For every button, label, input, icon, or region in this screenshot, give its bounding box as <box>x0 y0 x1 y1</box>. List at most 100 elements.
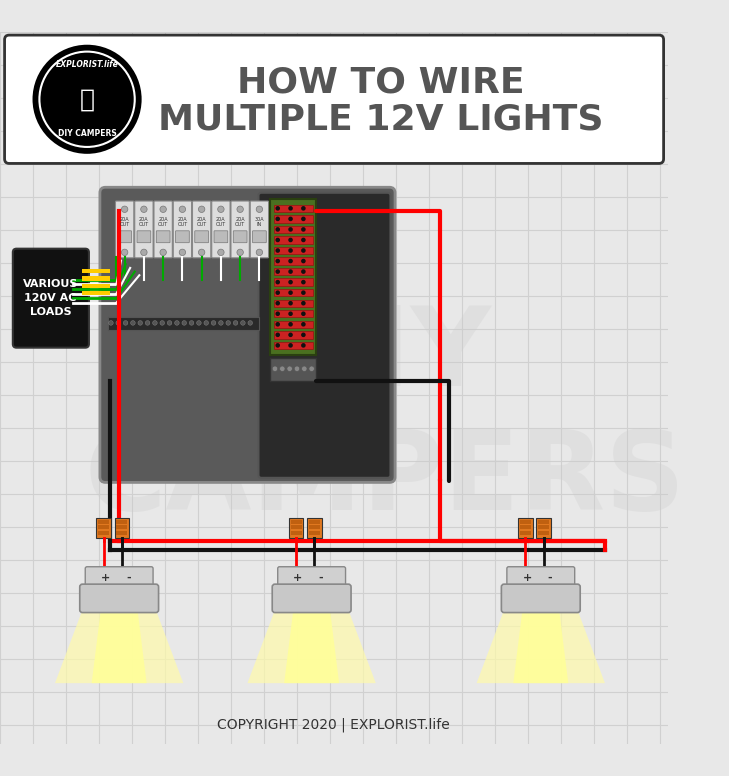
Bar <box>291 531 302 535</box>
FancyBboxPatch shape <box>137 230 151 243</box>
Text: 20A
OUT: 20A OUT <box>177 217 187 227</box>
Circle shape <box>301 333 305 337</box>
FancyBboxPatch shape <box>115 201 134 258</box>
Circle shape <box>276 227 280 232</box>
Circle shape <box>34 46 140 152</box>
FancyBboxPatch shape <box>507 566 574 589</box>
FancyBboxPatch shape <box>100 187 395 483</box>
Circle shape <box>197 320 201 325</box>
Bar <box>82 283 110 288</box>
Bar <box>274 247 313 255</box>
Circle shape <box>122 206 128 213</box>
Bar <box>289 518 303 539</box>
Bar <box>307 518 321 539</box>
Bar <box>520 531 531 535</box>
FancyBboxPatch shape <box>176 230 190 243</box>
Circle shape <box>219 320 223 325</box>
Circle shape <box>276 248 280 253</box>
Circle shape <box>198 206 205 213</box>
Circle shape <box>301 237 305 242</box>
Circle shape <box>204 320 208 325</box>
Text: +: + <box>101 573 110 583</box>
Circle shape <box>276 311 280 316</box>
Bar <box>117 520 128 524</box>
Circle shape <box>141 249 147 255</box>
Circle shape <box>301 290 305 295</box>
Circle shape <box>288 290 293 295</box>
Circle shape <box>211 320 216 325</box>
Polygon shape <box>477 610 605 683</box>
Circle shape <box>288 301 293 306</box>
FancyBboxPatch shape <box>156 230 170 243</box>
FancyBboxPatch shape <box>118 230 131 243</box>
FancyBboxPatch shape <box>192 201 211 258</box>
Circle shape <box>288 227 293 232</box>
Circle shape <box>302 366 307 372</box>
Polygon shape <box>513 610 569 683</box>
Text: +: + <box>523 573 531 583</box>
Circle shape <box>276 343 280 348</box>
Bar <box>82 276 110 281</box>
Circle shape <box>301 301 305 306</box>
Bar <box>82 268 110 273</box>
Circle shape <box>160 249 166 255</box>
Circle shape <box>237 249 243 255</box>
Bar <box>520 520 531 524</box>
Circle shape <box>241 320 245 325</box>
Text: 20A
OUT: 20A OUT <box>158 217 168 227</box>
FancyBboxPatch shape <box>211 201 230 258</box>
Circle shape <box>276 206 280 210</box>
Circle shape <box>309 366 314 372</box>
Circle shape <box>130 320 135 325</box>
Circle shape <box>288 343 293 348</box>
Circle shape <box>256 249 262 255</box>
FancyBboxPatch shape <box>233 230 247 243</box>
Circle shape <box>123 320 128 325</box>
Circle shape <box>301 311 305 316</box>
Circle shape <box>288 322 293 327</box>
Text: COPYRIGHT 2020 | EXPLORIST.life: COPYRIGHT 2020 | EXPLORIST.life <box>217 717 450 732</box>
Circle shape <box>301 206 305 210</box>
Circle shape <box>182 320 187 325</box>
Circle shape <box>301 258 305 263</box>
Circle shape <box>301 280 305 285</box>
Bar <box>274 226 313 233</box>
FancyBboxPatch shape <box>174 201 192 258</box>
Bar <box>117 531 128 535</box>
Circle shape <box>288 206 293 210</box>
Circle shape <box>276 290 280 295</box>
Bar <box>274 289 313 296</box>
Circle shape <box>248 320 252 325</box>
Bar <box>274 279 313 286</box>
Circle shape <box>288 217 293 221</box>
Text: 🚐: 🚐 <box>79 87 95 111</box>
Bar <box>270 358 316 381</box>
Polygon shape <box>55 610 183 683</box>
Bar <box>309 531 320 535</box>
Text: +: + <box>293 573 303 583</box>
Circle shape <box>190 320 194 325</box>
Bar <box>291 525 302 529</box>
Circle shape <box>288 258 293 263</box>
Bar <box>274 310 313 317</box>
Bar <box>96 518 111 539</box>
Circle shape <box>237 206 243 213</box>
FancyBboxPatch shape <box>4 35 663 164</box>
FancyBboxPatch shape <box>250 201 268 258</box>
Text: 20A
OUT: 20A OUT <box>235 217 245 227</box>
Text: 20A
OUT: 20A OUT <box>120 217 130 227</box>
Circle shape <box>141 206 147 213</box>
Bar <box>309 520 320 524</box>
Bar <box>98 520 109 524</box>
Circle shape <box>175 320 179 325</box>
FancyBboxPatch shape <box>259 192 391 478</box>
Circle shape <box>301 343 305 348</box>
Text: 20A
OUT: 20A OUT <box>197 217 207 227</box>
Bar <box>274 215 313 223</box>
Text: -: - <box>126 573 130 583</box>
Circle shape <box>287 366 292 372</box>
Circle shape <box>276 333 280 337</box>
FancyBboxPatch shape <box>195 230 208 243</box>
Circle shape <box>160 320 165 325</box>
Text: EXPLORIST.life: EXPLORIST.life <box>55 60 118 69</box>
